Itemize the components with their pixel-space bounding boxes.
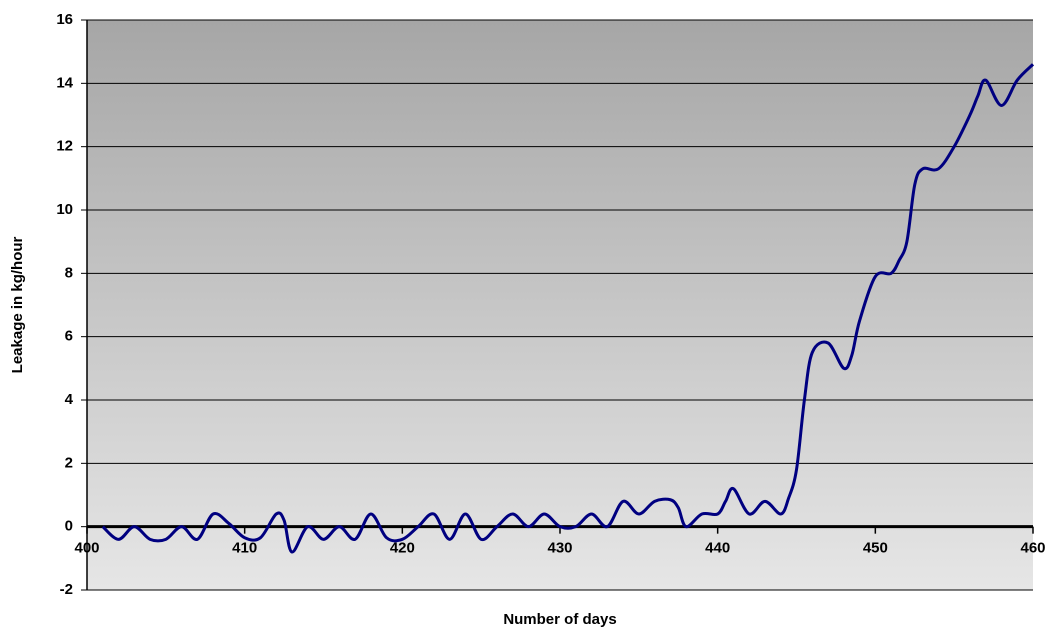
x-tick-label: 430	[547, 540, 572, 557]
x-tick-label: 460	[1020, 540, 1045, 557]
x-tick-label: 410	[232, 540, 257, 557]
y-tick-label: 14	[56, 74, 73, 91]
y-tick-label: 16	[56, 11, 73, 28]
plot-area	[87, 20, 1033, 590]
y-tick-label: 2	[65, 454, 73, 471]
data-line	[101, 63, 1035, 554]
x-tick-label: 400	[74, 540, 99, 557]
y-tick-label: 4	[65, 391, 74, 408]
y-tick-label: 0	[65, 518, 73, 535]
x-tick-label: 450	[863, 540, 888, 557]
y-tick-label: -2	[60, 581, 73, 598]
x-axis-label: Number of days	[503, 611, 616, 628]
x-tick-label: 420	[390, 540, 415, 557]
y-tick-label: 10	[56, 201, 73, 218]
y-tick-label: 8	[65, 264, 73, 281]
x-tick-label: 440	[705, 540, 730, 557]
y-tick-label: 6	[65, 328, 73, 345]
y-axis-label: Leakage in kg/hour	[9, 236, 26, 373]
y-tick-label: 12	[56, 138, 73, 155]
